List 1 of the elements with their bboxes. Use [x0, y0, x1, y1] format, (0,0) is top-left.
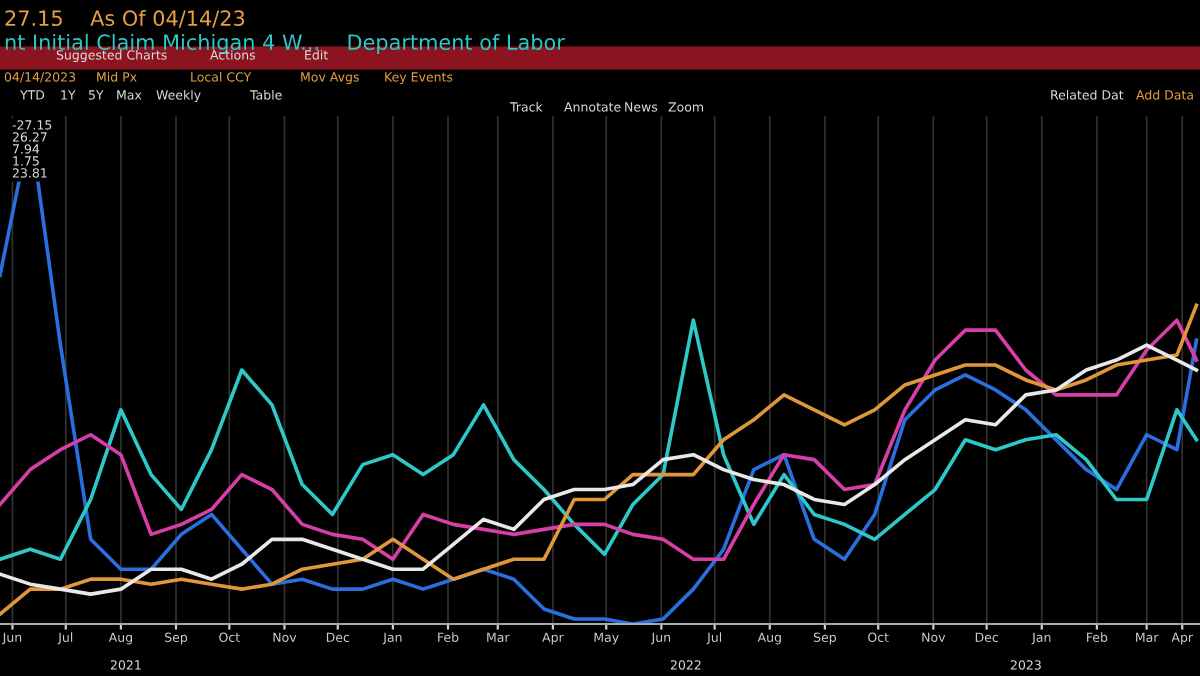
chart-title: 27.15 As Of 04/14/23	[5, 9, 245, 28]
